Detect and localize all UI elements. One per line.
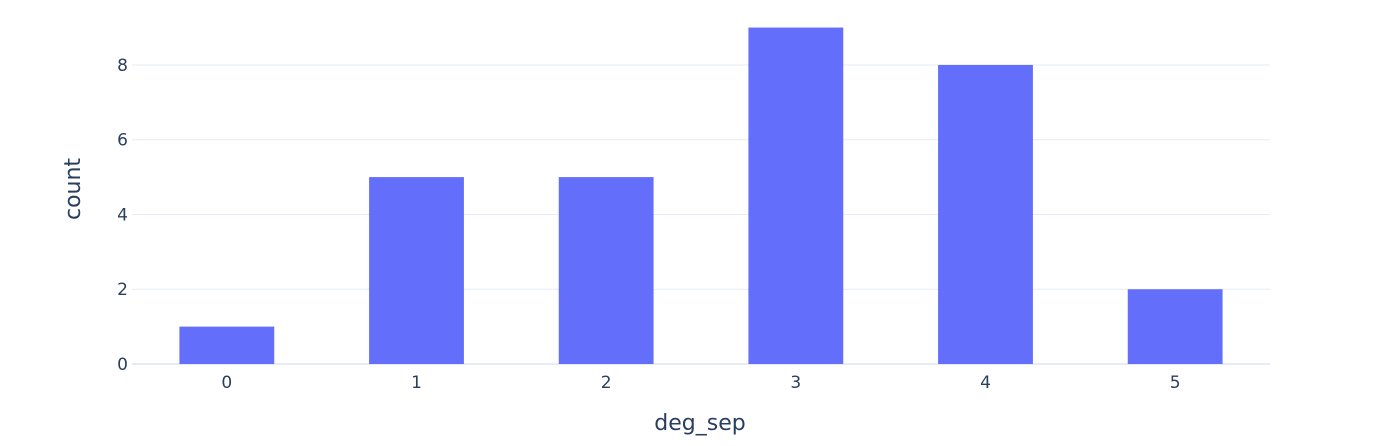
- y-tick-label: 6: [117, 131, 128, 151]
- y-axis-title: count: [61, 158, 86, 220]
- y-tick-label: 0: [117, 355, 128, 375]
- bar-4[interactable]: [938, 64, 1033, 364]
- bar-5[interactable]: [1127, 289, 1223, 364]
- x-tick-label: 0: [221, 373, 232, 393]
- bar-3[interactable]: [748, 27, 844, 365]
- bar-1[interactable]: [369, 177, 464, 364]
- y-tick-label: 2: [117, 280, 128, 300]
- x-tick-label: 3: [790, 373, 801, 393]
- bar-2[interactable]: [558, 177, 654, 364]
- x-axis-title: deg_sep: [654, 411, 745, 436]
- y-tick-label: 8: [117, 56, 128, 76]
- gridlines: [132, 64, 1270, 365]
- x-tick-label: 5: [1170, 373, 1181, 393]
- x-tick-label: 1: [411, 373, 422, 393]
- y-tick-label: 4: [117, 205, 128, 225]
- bar-0[interactable]: [179, 326, 275, 364]
- bars: [179, 27, 1223, 365]
- x-axis-ticks: 0 1 2 3 4 5: [221, 373, 1180, 393]
- x-tick-label: 4: [980, 373, 991, 393]
- y-axis-ticks: 0 2 4 6 8: [117, 56, 128, 375]
- x-tick-label: 2: [601, 373, 612, 393]
